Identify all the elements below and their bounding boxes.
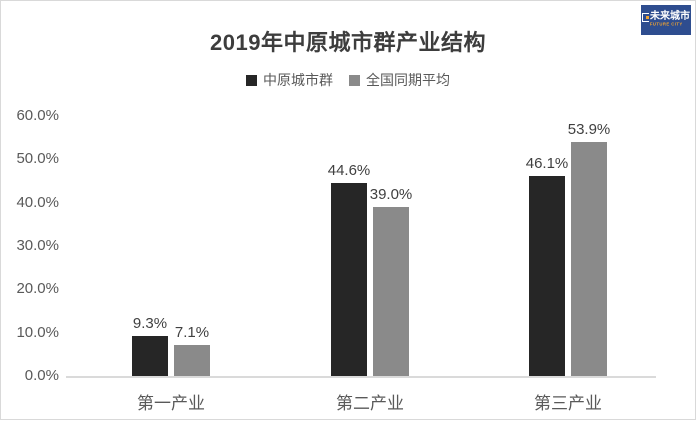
bar-value-label: 44.6% (327, 161, 371, 179)
category-label: 第一产业 (137, 394, 205, 413)
y-tick-label: 20.0% (16, 280, 59, 298)
future-city-logo: 未来城市 FUTURE CITY (641, 5, 691, 35)
y-tick-label: 0.0% (24, 367, 59, 384)
category-label: 第二产业 (336, 394, 404, 413)
y-tick-label: 40.0% (16, 193, 59, 211)
legend: 中原城市群 全国同期平均 (1, 70, 695, 90)
chart-title: 2019年中原城市群产业结构 (210, 30, 486, 55)
y-tick-label: 50.0% (16, 150, 59, 168)
logo-subtext: FUTURE CITY (649, 22, 683, 28)
bar-secondary: 53.9% (568, 121, 610, 376)
legend-swatch-primary (246, 74, 257, 86)
legend-swatch-secondary (349, 74, 360, 86)
logo-main-row: 未来城市 (642, 12, 690, 22)
bar-primary: 44.6% (328, 162, 370, 376)
chart-card: 未来城市 FUTURE CITY 2019年中原城市群产业结构 中原城市群 全国… (0, 0, 696, 420)
bracket-accent-square (646, 15, 649, 19)
logo-text: 未来城市 (650, 11, 690, 22)
legend-label-primary: 中原城市群 (263, 72, 333, 88)
y-tick-label: 60.0% (16, 107, 59, 124)
bar-value-label: 9.3% (132, 314, 168, 332)
bracket-icon (642, 12, 649, 22)
category-label: 第三产业 (534, 394, 602, 413)
bar-value-label: 53.9% (567, 121, 611, 139)
bar-secondary: 39.0% (370, 186, 412, 376)
legend-item-secondary: 全国同期平均 (349, 70, 450, 90)
bar-value-label: 39.0% (369, 186, 413, 203)
legend-item-primary: 中原城市群 (246, 70, 333, 90)
plot-area: 9.3% 7.1% 第一产业 44.6% 39.0% 第二产业 46.1% 53.9% 第三产业 (66, 116, 656, 413)
bar-value-label: 7.1% (174, 324, 210, 342)
bar-secondary: 7.1% (174, 324, 210, 376)
legend-label-secondary: 全国同期平均 (366, 72, 450, 88)
bar-value-label: 46.1% (525, 155, 569, 173)
y-tick-label: 30.0% (16, 237, 59, 254)
y-tick-label: 10.0% (16, 323, 59, 341)
bar-primary: 46.1% (526, 155, 568, 376)
bar-primary: 9.3% (132, 315, 168, 376)
